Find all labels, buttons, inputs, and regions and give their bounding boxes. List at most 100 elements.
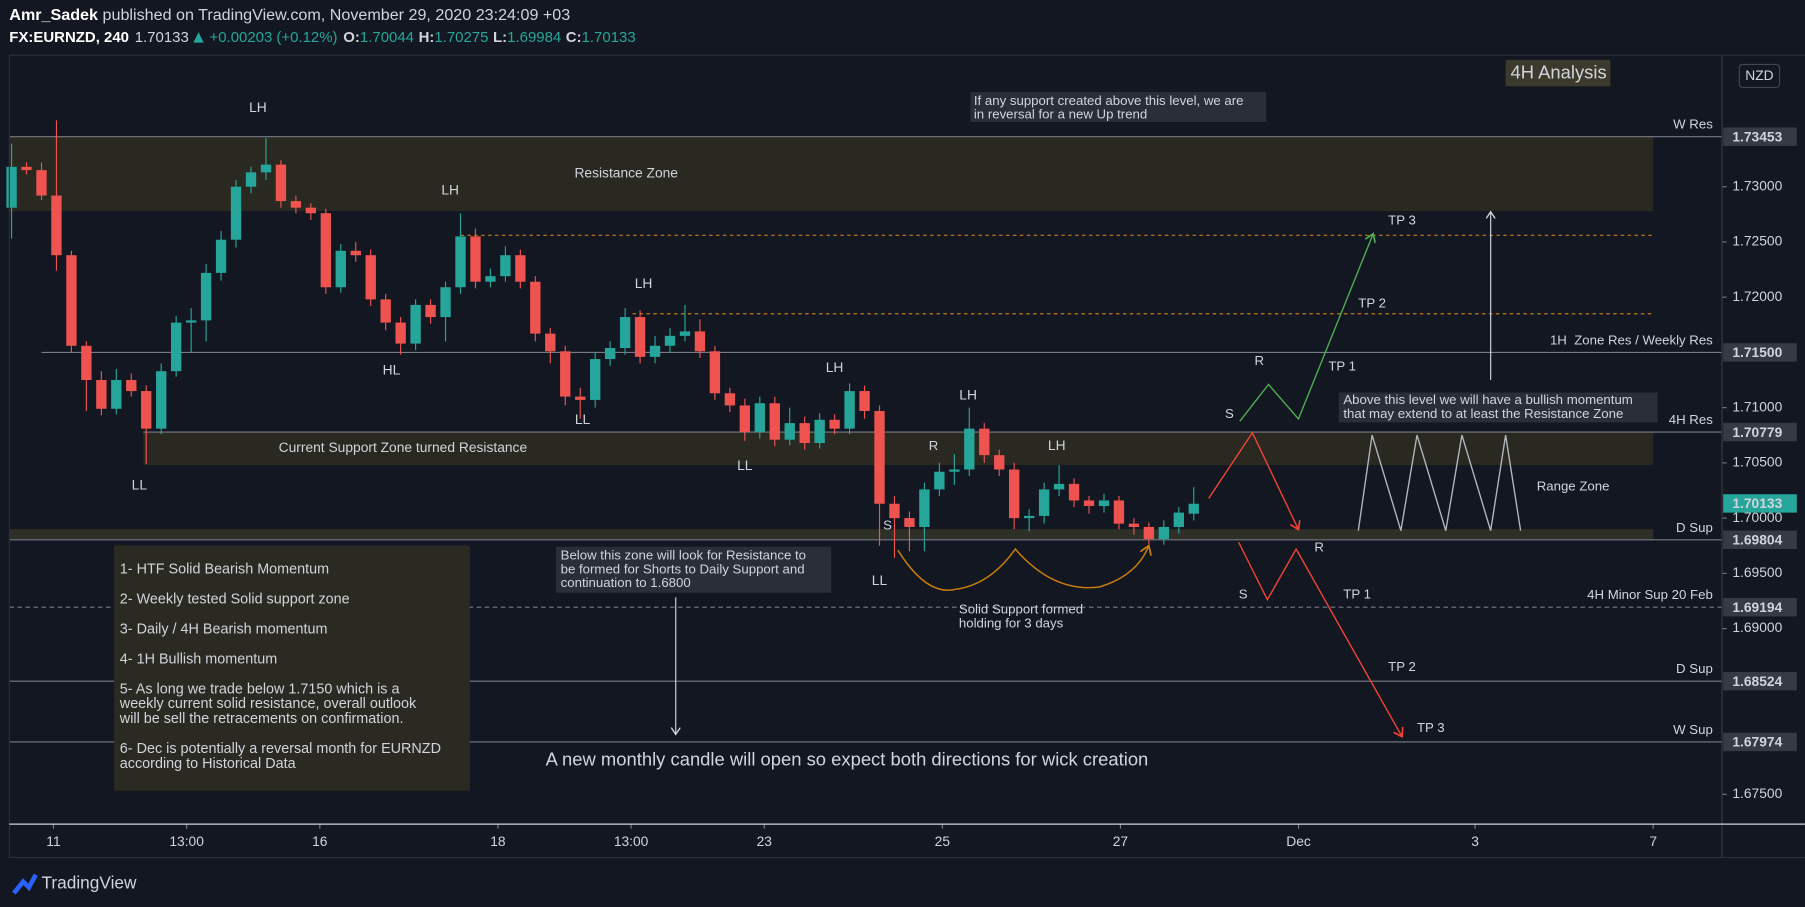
candle-body — [425, 304, 436, 318]
up-icon — [193, 32, 204, 43]
y-tick-label: 1.67500 — [1732, 785, 1782, 801]
candle-body — [380, 299, 391, 323]
chart-title: 4H Analysis — [1510, 62, 1606, 83]
bear-path — [1237, 541, 1402, 737]
x-tick-label: 13:00 — [169, 833, 204, 849]
support-curve — [897, 546, 1149, 591]
candle-body — [649, 345, 661, 357]
candle-body — [694, 331, 706, 352]
ohlc-value: 1.70044 — [360, 29, 414, 46]
candle-body — [126, 380, 137, 392]
swing-label: LH — [635, 275, 653, 291]
candle-body — [485, 276, 496, 282]
level-name: 4H Minor Sup 20 Feb — [1587, 587, 1713, 602]
ohlc-value: 1.70133 — [582, 29, 636, 46]
candle-body — [1173, 512, 1184, 527]
trade-label: S — [883, 518, 892, 533]
symbol-line: FX:EURNZD, 240 1.70133 +0.00203 (+0.12%) O:… — [9, 29, 635, 46]
symbol: FX:EURNZD, 240 — [9, 29, 129, 46]
change: +0.00203 (+0.12%) — [210, 29, 338, 46]
swing-label: LH — [1048, 437, 1066, 453]
trade-label: TP 2 — [1388, 659, 1416, 674]
candle-body — [1023, 515, 1035, 519]
candle-body — [739, 405, 751, 432]
candle-body — [156, 371, 167, 429]
candle-body — [141, 391, 152, 429]
note-line: Solid Support formed — [959, 602, 1083, 617]
currency-box — [1738, 63, 1781, 89]
candle-body — [949, 469, 960, 472]
candle-body — [530, 281, 541, 334]
candle-body — [365, 255, 376, 300]
candle-body — [799, 423, 810, 444]
plan-line: 3- Daily / 4H Bearish momentum — [120, 621, 328, 637]
candle-body — [440, 287, 451, 318]
candle-body — [1053, 483, 1065, 490]
price-tag — [1723, 671, 1797, 691]
x-tick-label: 23 — [757, 833, 773, 849]
bear-path — [1208, 431, 1299, 530]
candle-body — [1188, 503, 1199, 514]
warning: A new monthly candle will open so expect… — [546, 749, 1149, 770]
bull-path — [1239, 234, 1374, 422]
candle-body — [754, 403, 765, 432]
zone-label: Current Support Zone turned Resistance — [279, 439, 528, 455]
trade-label: TP 2 — [1358, 295, 1386, 310]
published: published on TradingView.com, November 2… — [103, 6, 571, 24]
price-tag-label: 1.68524 — [1732, 673, 1782, 689]
candle-body — [1158, 526, 1170, 540]
candle-body — [500, 255, 511, 277]
candle-body — [919, 489, 930, 527]
swing-label: LL — [132, 476, 148, 492]
price-tag — [1723, 127, 1797, 146]
y-tick-label: 1.73000 — [1732, 177, 1782, 193]
range-path — [1357, 434, 1522, 531]
price-tag — [1723, 597, 1797, 617]
trade-label: R — [929, 438, 939, 453]
y-tick-label: 1.72500 — [1732, 233, 1782, 249]
level-name: 4H Res — [1669, 412, 1713, 427]
candle-body — [874, 410, 885, 504]
note-line: continuation to 1.6800 — [561, 575, 691, 590]
candle-body — [664, 335, 676, 346]
price-tag-label: 1.71500 — [1732, 344, 1782, 360]
x-tick-label: 13:00 — [614, 833, 649, 849]
price-tag-label: 1.69194 — [1732, 599, 1782, 615]
candle-body — [1098, 500, 1110, 506]
candle-body — [66, 255, 77, 346]
candle-body — [51, 195, 62, 256]
swing-label: LL — [737, 457, 753, 473]
candle-body — [560, 351, 571, 397]
candle-body — [260, 164, 272, 173]
candle-body — [470, 236, 481, 282]
x-tick-label: 16 — [312, 833, 328, 849]
last-price-tag — [1723, 494, 1797, 513]
plan-line: 1- HTF Solid Bearish Momentum — [120, 562, 329, 578]
price-tag-label: 1.73453 — [1732, 128, 1782, 144]
ohlc-label: O: — [343, 29, 360, 46]
candle-body — [1009, 469, 1020, 519]
y-tick-label: 1.70500 — [1732, 454, 1782, 470]
plan-line: 2- Weekly tested Solid support zone — [120, 591, 350, 607]
candle-body — [1083, 500, 1095, 506]
ohlc-value: 1.69984 — [507, 29, 561, 46]
trade-label: S — [1239, 587, 1248, 602]
last-price-label: 1.70133 — [1732, 495, 1782, 511]
level-name: W Res — [1673, 117, 1713, 132]
note-line: in reversal for a new Up trend — [974, 107, 1147, 122]
candle-body — [769, 403, 780, 440]
trade-label: TP 1 — [1343, 587, 1371, 602]
level-name: D Sup — [1676, 661, 1713, 676]
candle-body — [335, 250, 346, 288]
candle-body — [679, 331, 691, 336]
trade-label: TP 3 — [1388, 212, 1416, 227]
candle-body — [350, 250, 361, 256]
y-tick-label: 1.72000 — [1732, 288, 1782, 304]
candle-body — [305, 207, 317, 214]
candle-body — [410, 304, 421, 344]
plan-line: will be sell the retracements on confirm… — [119, 711, 404, 727]
candle-body — [994, 455, 1005, 470]
y-tick-label: 1.70000 — [1732, 509, 1782, 525]
note-line: Above this level we will have a bullish … — [1343, 392, 1632, 407]
